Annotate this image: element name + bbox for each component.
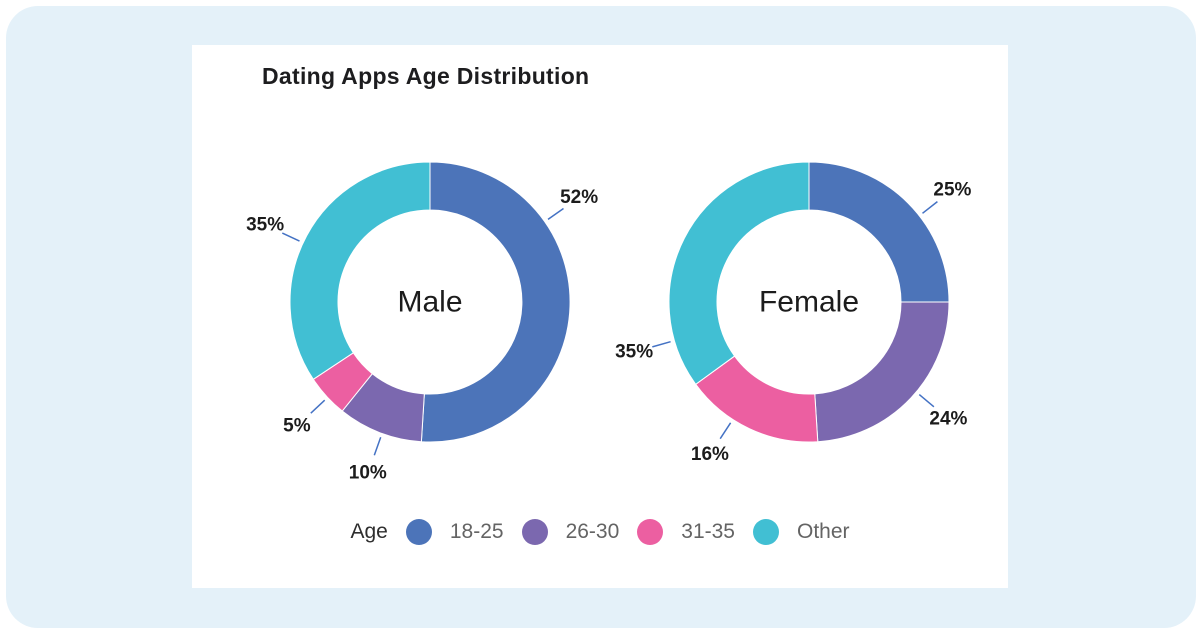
legend-title: Age bbox=[350, 520, 388, 543]
legend-swatch-26-30 bbox=[521, 519, 548, 545]
background-panel: Dating Apps Age Distribution 52% 10% 5% 35%… bbox=[6, 6, 1196, 628]
label-leader-line bbox=[918, 394, 935, 408]
legend-swatch-other bbox=[753, 519, 779, 545]
donut-center-label: Male bbox=[397, 286, 462, 319]
donut-svg-male: 52% 10% 5% 35% Male bbox=[246, 161, 598, 484]
label-leader-line bbox=[373, 437, 382, 456]
legend-label-26-30: 26-30 bbox=[565, 520, 620, 543]
donut-segment-Other bbox=[289, 161, 431, 381]
segment-percent-label: 35% bbox=[246, 215, 284, 236]
label-leader-line bbox=[652, 340, 671, 348]
segment-percent-label: 52% bbox=[560, 187, 598, 208]
donut-svg-female: 25% 24% 16% 35% Female bbox=[615, 161, 972, 465]
chart-title: Dating Apps Age Distribution bbox=[262, 63, 590, 89]
legend-swatch-31-35 bbox=[637, 519, 664, 545]
segment-percent-label: 35% bbox=[615, 342, 653, 363]
segment-percent-label: 24% bbox=[929, 409, 967, 430]
segment-percent-label: 5% bbox=[283, 416, 311, 437]
legend-label-18-25: 18-25 bbox=[449, 520, 504, 543]
donut-center-label: Female bbox=[759, 286, 859, 319]
donut-segment-Other bbox=[668, 161, 810, 385]
segment-percent-label: 16% bbox=[691, 444, 729, 465]
legend-label-other: Other bbox=[797, 520, 850, 543]
legend: Age 18-25 26-30 31-35 Other bbox=[192, 519, 1008, 545]
segment-percent-label: 25% bbox=[933, 179, 971, 200]
legend-item-31-35: 31-35 bbox=[637, 519, 735, 545]
chart-card: Dating Apps Age Distribution 52% 10% 5% 35%… bbox=[192, 45, 1008, 588]
legend-swatch-18-25 bbox=[405, 519, 432, 545]
legend-item-18-25: 18-25 bbox=[405, 519, 504, 545]
legend-item-26-30: 26-30 bbox=[521, 519, 620, 545]
donut-chart-female: 25% 24% 16% 35% Female bbox=[599, 92, 1019, 512]
label-leader-line bbox=[922, 201, 938, 214]
segment-percent-label: 10% bbox=[349, 463, 387, 484]
label-leader-line bbox=[547, 207, 564, 221]
legend-label-31-35: 31-35 bbox=[681, 520, 735, 543]
legend-item-other: Other bbox=[753, 519, 850, 545]
label-leader-line bbox=[310, 399, 326, 414]
donut-chart-male: 52% 10% 5% 35% Male bbox=[220, 92, 640, 512]
donut-segment-18-25 bbox=[420, 161, 571, 443]
donut-segment-18-25 bbox=[808, 161, 950, 303]
label-leader-line bbox=[719, 422, 732, 440]
label-leader-line bbox=[281, 232, 300, 242]
